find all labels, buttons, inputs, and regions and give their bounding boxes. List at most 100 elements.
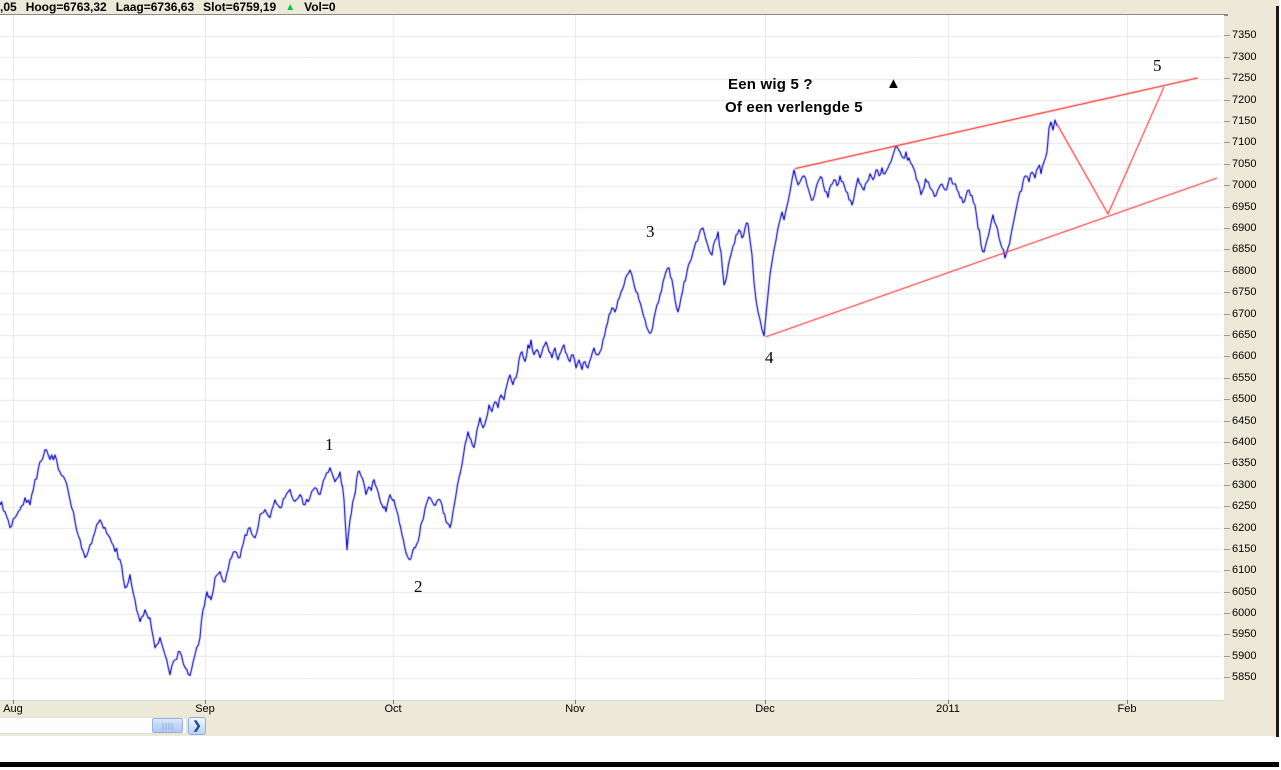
laag-value: Laag=6736,63: [115, 0, 195, 14]
wedge-annotation-line1: Een wig 5 ?: [728, 76, 813, 93]
month-label: Aug: [3, 703, 23, 715]
price-tick-label: 5850: [1232, 671, 1257, 684]
price-tick: [1224, 78, 1230, 80]
price-tick: [1224, 35, 1230, 37]
price-tick: [1224, 677, 1230, 679]
price-tick-label: 6200: [1232, 521, 1257, 534]
price-tick-label: 7150: [1232, 115, 1257, 128]
price-tick: [1224, 99, 1230, 101]
peak-marker-triangle-icon: ▲: [886, 75, 901, 92]
scrollbar-track[interactable]: [0, 717, 187, 734]
month-tick: [393, 700, 394, 704]
price-tick: [1224, 570, 1230, 572]
wave-label-2: 2: [414, 577, 423, 596]
price-tick-label: 7000: [1232, 179, 1257, 192]
price-tick: [1224, 56, 1230, 58]
price-tick-label: 6100: [1232, 564, 1257, 577]
price-tick-label: 5900: [1232, 649, 1257, 662]
horizontal-scrollbar[interactable]: ❯: [0, 717, 206, 735]
price-tick: [1224, 548, 1230, 550]
price-tick: [1224, 206, 1230, 208]
price-tick-label: 7300: [1232, 50, 1257, 63]
price-tick-label: 6700: [1232, 307, 1257, 320]
price-tick-label: 6350: [1232, 457, 1257, 470]
price-tick: [1224, 506, 1230, 508]
price-tick-label: 6650: [1232, 328, 1257, 341]
open-partial-value: ,05: [0, 0, 17, 14]
wave-label-3: 3: [646, 222, 655, 241]
bottom-separator-bar: [0, 762, 1281, 767]
plot-bottom-border: [0, 700, 1224, 701]
price-chart-canvas: [0, 15, 1224, 700]
month-tick: [205, 700, 206, 704]
month-label: Sep: [195, 703, 215, 715]
hoog-value: Hoog=6763,32: [25, 0, 107, 14]
price-tick-label: 6750: [1232, 286, 1257, 299]
month-tick: [575, 700, 576, 704]
ohlc-header-bar: ,05 Hoog=6763,32 Laag=6736,63 Slot=6759,19 ▲…: [0, 0, 1281, 14]
price-tick-label: 6050: [1232, 585, 1257, 598]
price-tick: [1224, 249, 1230, 251]
month-label: Nov: [565, 703, 585, 715]
price-tick: [1224, 228, 1230, 229]
price-tick-label: 6250: [1232, 500, 1257, 513]
price-tick-label: 6500: [1232, 393, 1257, 406]
price-tick: [1224, 655, 1230, 657]
month-label: Oct: [384, 703, 402, 715]
price-tick-label: 6950: [1232, 200, 1257, 213]
price-tick: [1224, 185, 1230, 187]
month-tick: [765, 700, 766, 704]
price-tick: [1224, 634, 1230, 636]
price-tick-label: 6400: [1232, 435, 1257, 448]
price-tick-label: 6900: [1232, 222, 1257, 234]
price-tick-label: 6450: [1232, 414, 1257, 427]
price-tick: [1224, 441, 1230, 443]
window-right-border: [1276, 6, 1279, 737]
price-tick-label: 6800: [1232, 264, 1257, 277]
scrollbar-right-arrow-button[interactable]: ❯: [188, 717, 206, 735]
price-tick: [1224, 484, 1230, 486]
window-right-margin: [1279, 0, 1281, 770]
wedge-annotation-line2: Of een verlengde 5: [725, 99, 863, 116]
price-tick: [1224, 463, 1230, 465]
month-tick: [13, 700, 14, 704]
slot-value: Slot=6759,19: [203, 0, 277, 14]
month-label: Feb: [1117, 703, 1137, 715]
price-tick: [1224, 591, 1230, 593]
price-tick: [1224, 420, 1230, 422]
price-tick-label: 6150: [1232, 542, 1257, 555]
price-tick: [1224, 613, 1230, 615]
price-tick-label: 6850: [1232, 243, 1257, 256]
volume-up-triangle-icon: ▲: [285, 1, 296, 13]
price-tick: [1224, 334, 1230, 336]
month-tick: [1127, 700, 1128, 704]
price-tick: [1224, 377, 1230, 379]
price-tick: [1224, 142, 1230, 144]
price-tick-label: 7100: [1232, 136, 1257, 149]
price-tick-label: 7250: [1232, 72, 1257, 85]
price-tick: [1224, 313, 1230, 315]
month-tick: [948, 700, 949, 704]
price-tick: [1224, 270, 1230, 272]
price-tick: [1224, 163, 1230, 165]
price-tick-label: 6000: [1232, 607, 1257, 620]
price-tick: [1224, 292, 1230, 294]
price-tick: [1224, 121, 1230, 123]
price-tick: [1224, 527, 1230, 529]
scrollbar-thumb[interactable]: [152, 718, 183, 733]
wave-label-1: 1: [325, 435, 334, 454]
price-tick: [1224, 399, 1230, 401]
price-tick-label: 7200: [1232, 93, 1257, 106]
price-tick-label: 6550: [1232, 371, 1257, 384]
price-tick-label: 5950: [1232, 628, 1257, 641]
scrollbar-thumb-grip-icon: [162, 723, 173, 730]
price-tick-label: 6300: [1232, 478, 1257, 491]
month-label: 2011: [936, 703, 960, 715]
price-tick-label: 7050: [1232, 157, 1257, 170]
price-tick: [1224, 356, 1230, 358]
wave-label-5: 5: [1153, 56, 1162, 75]
month-label: Dec: [755, 703, 775, 715]
price-tick-label: 6600: [1232, 350, 1257, 363]
chevron-right-icon: ❯: [192, 719, 202, 732]
wave-label-4: 4: [765, 348, 774, 367]
